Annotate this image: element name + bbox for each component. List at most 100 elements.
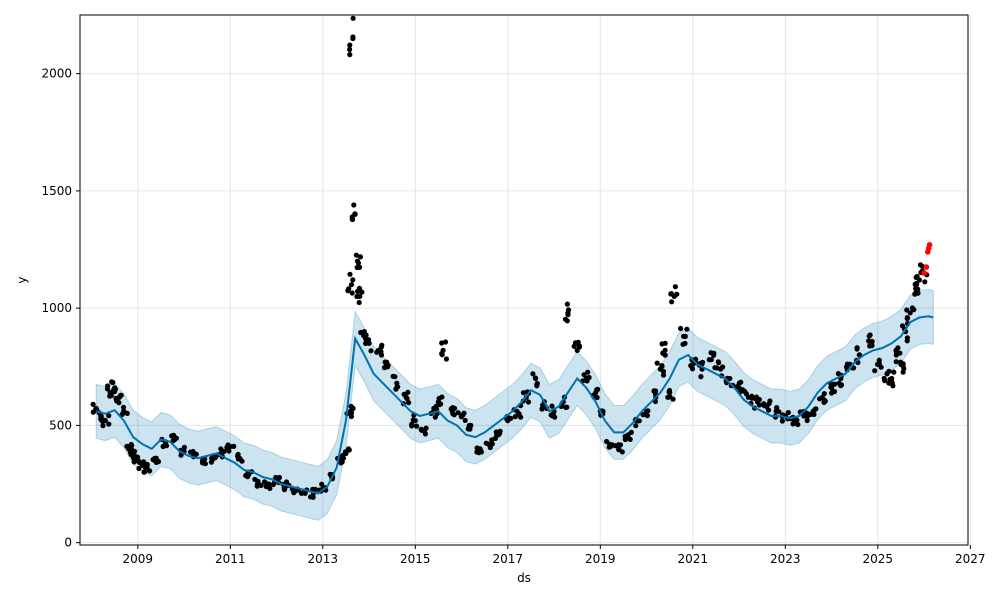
- observed-point: [438, 401, 444, 407]
- observed-point: [151, 457, 157, 463]
- observed-point: [530, 371, 536, 377]
- observed-point: [506, 415, 513, 422]
- forecast-line: [95, 315, 934, 495]
- observed-point: [347, 271, 353, 277]
- observed-point: [110, 379, 116, 386]
- observed-point: [141, 469, 147, 475]
- observed-point: [889, 380, 895, 386]
- observed-point: [492, 435, 498, 441]
- observed-point: [155, 459, 162, 465]
- observed-point: [828, 384, 834, 390]
- observed-point: [915, 290, 921, 296]
- observed-point: [450, 411, 456, 417]
- observed-point: [516, 411, 522, 417]
- observed-point: [734, 384, 740, 390]
- observed-point: [378, 349, 384, 355]
- observed-point: [476, 446, 482, 452]
- observed-point: [790, 421, 796, 427]
- recent-point: [923, 264, 930, 270]
- observed-point: [113, 395, 119, 401]
- observed-point: [901, 365, 907, 372]
- observed-point: [281, 487, 288, 493]
- observed-point: [922, 279, 928, 285]
- observed-point: [640, 412, 646, 418]
- observed-point: [432, 414, 438, 420]
- observed-point: [128, 446, 135, 452]
- observed-point: [660, 368, 667, 375]
- observed-point: [345, 446, 352, 452]
- observed-point: [832, 381, 838, 387]
- observed-point: [418, 426, 424, 432]
- observed-point: [831, 388, 838, 395]
- x-tick-label: 2021: [678, 552, 709, 566]
- observed-point: [266, 481, 272, 487]
- observed-point: [350, 15, 356, 21]
- recent-point: [926, 242, 933, 248]
- observed-point: [595, 386, 601, 392]
- observed-point: [881, 375, 887, 381]
- observed-point: [898, 359, 904, 365]
- observed-point: [410, 417, 416, 423]
- x-tick-label: 2009: [123, 552, 154, 566]
- observed-point: [365, 337, 372, 343]
- observed-point: [666, 387, 673, 394]
- observed-point: [804, 417, 810, 424]
- observed-point: [549, 403, 555, 409]
- observed-point: [836, 380, 842, 386]
- observed-point: [181, 444, 187, 450]
- observed-point: [753, 394, 760, 400]
- observed-point: [381, 365, 388, 371]
- observed-point: [854, 345, 860, 351]
- observed-point: [422, 431, 428, 437]
- observed-point: [680, 341, 686, 347]
- observed-point: [520, 390, 527, 396]
- x-tick-label: 2013: [308, 552, 339, 566]
- observed-point: [231, 443, 237, 449]
- x-tick-label: 2017: [493, 552, 524, 566]
- observed-point: [413, 423, 420, 429]
- observed-point: [867, 332, 873, 338]
- observed-point: [348, 410, 355, 416]
- observed-point: [779, 418, 786, 424]
- observed-point: [915, 286, 921, 292]
- observed-point: [147, 468, 153, 474]
- observed-point: [201, 457, 207, 463]
- observed-point: [914, 282, 920, 288]
- observed-point: [654, 360, 660, 366]
- observed-point: [348, 403, 354, 409]
- observed-point: [116, 400, 122, 406]
- observed-point: [319, 481, 325, 487]
- observed-point: [355, 260, 361, 266]
- observed-point: [351, 202, 357, 208]
- observed-point: [766, 407, 772, 413]
- observed-point: [100, 423, 106, 429]
- observed-point: [668, 291, 674, 297]
- observed-point: [218, 446, 224, 452]
- observed-point: [302, 490, 308, 496]
- observed-point: [767, 398, 773, 404]
- observed-point: [423, 425, 429, 431]
- observed-point: [812, 406, 818, 412]
- observed-point: [622, 433, 628, 440]
- observed-point: [564, 301, 571, 307]
- observed-point: [869, 338, 875, 345]
- observed-point: [270, 481, 277, 487]
- observed-point: [136, 465, 142, 472]
- observed-point: [354, 293, 360, 300]
- observed-point: [357, 264, 363, 270]
- observed-point: [378, 344, 384, 350]
- observed-point: [875, 361, 881, 367]
- observed-point: [374, 349, 380, 355]
- observed-point: [594, 394, 600, 401]
- observed-point: [353, 252, 359, 258]
- observed-point: [867, 343, 873, 349]
- observed-point: [262, 479, 268, 485]
- observed-point: [678, 325, 684, 332]
- x-axis-title: ds: [517, 571, 531, 585]
- observed-point: [534, 383, 540, 389]
- observed-point: [489, 441, 495, 447]
- x-tick-label: 2023: [770, 552, 801, 566]
- observed-point: [794, 417, 800, 423]
- observed-point: [884, 371, 890, 377]
- observed-point: [659, 363, 665, 369]
